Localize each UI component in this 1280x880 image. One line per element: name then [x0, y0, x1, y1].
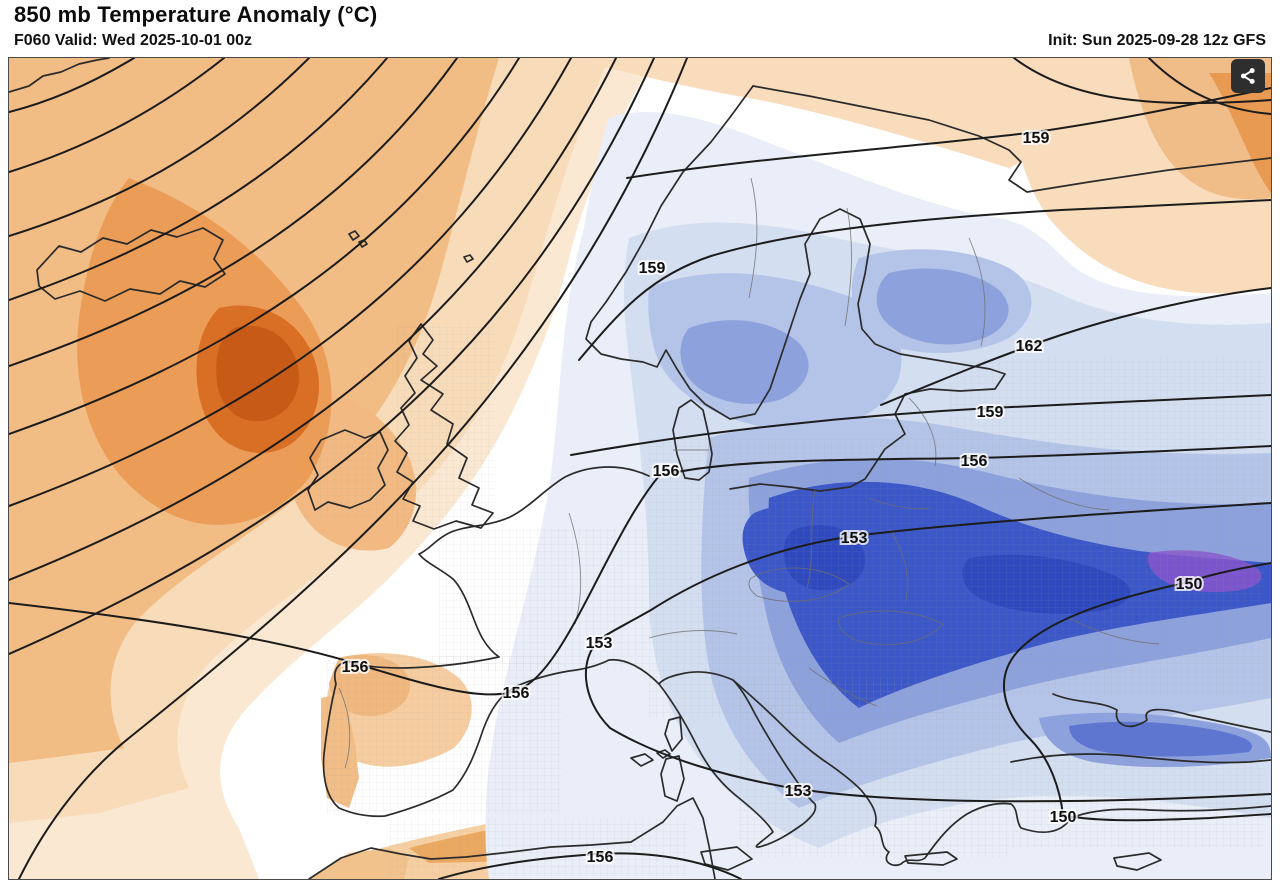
contour-label: 150 [1176, 576, 1203, 593]
height-contours [9, 58, 1271, 879]
contour-label: 156 [587, 849, 614, 866]
contour-label: 156 [653, 463, 680, 480]
page-header: 850 mb Temperature Anomaly (°C) F060 Val… [0, 0, 1280, 57]
admin-boundaries-texture [315, 324, 1265, 876]
coastlines [9, 58, 1271, 879]
anomaly-map: 159 159 162 159 156 156 153 150 153 156 156 153 150 1… [8, 57, 1272, 880]
country-borders [338, 177, 1160, 769]
share-button[interactable] [1231, 59, 1265, 93]
anomaly-map-svg: 159 159 162 159 156 156 153 150 153 156 156 153 150 1… [9, 58, 1271, 879]
valid-time-label: F060 Valid: Wed 2025-10-01 00z [14, 32, 253, 49]
contour-label: 153 [785, 783, 812, 800]
contour-label: 153 [841, 530, 868, 547]
contour-label: 156 [342, 659, 369, 676]
share-icon [1238, 66, 1258, 86]
contour-label: 156 [503, 685, 530, 702]
contour-label: 162 [1016, 338, 1043, 355]
page-title: 850 mb Temperature Anomaly (°C) [14, 2, 378, 27]
contour-label: 159 [977, 404, 1004, 421]
contour-labels: 159 159 162 159 156 156 153 150 153 156 156 153 150 1… [340, 128, 1205, 868]
contour-label: 159 [639, 260, 666, 277]
contour-label: 150 [1050, 809, 1077, 826]
contour-label: 156 [961, 453, 988, 470]
contour-label: 159 [1023, 130, 1050, 147]
init-time-label: Init: Sun 2025-09-28 12z GFS [1048, 32, 1266, 49]
contour-label: 153 [586, 635, 613, 652]
